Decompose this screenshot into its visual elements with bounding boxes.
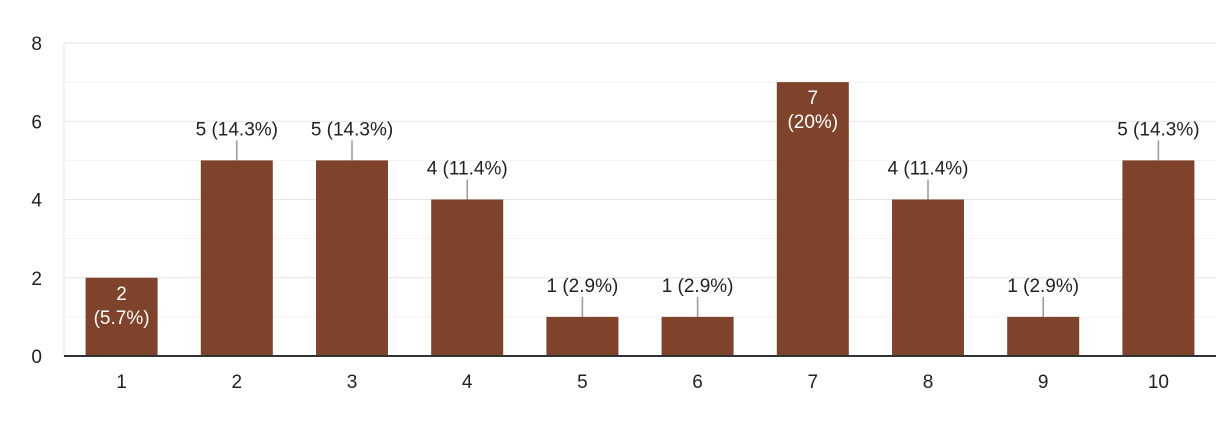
y-tick-label: 0 (31, 347, 42, 368)
axis-layer: 0 2 4 6 8 1 2 3 4 5 6 7 8 9 10 (31, 34, 1216, 393)
bar (431, 199, 504, 356)
data-label: 4 (11.4%) (427, 159, 508, 180)
x-tick-label: 7 (808, 372, 819, 393)
x-tick-label: 10 (1148, 372, 1169, 393)
y-tick-label: 8 (31, 34, 42, 55)
data-label: 4 (11.4%) (888, 159, 969, 180)
data-label: 5 (14.3%) (311, 119, 393, 140)
x-tick-label: 8 (923, 372, 934, 393)
y-tick-label: 4 (31, 191, 42, 212)
data-label: (20%) (787, 112, 838, 133)
data-label: 7 (808, 88, 819, 109)
bar (661, 316, 734, 356)
x-tick-label: 4 (462, 372, 473, 393)
bar (316, 160, 388, 356)
y-tick-label: 6 (31, 112, 42, 133)
x-tick-label: 3 (347, 372, 358, 393)
x-tick-label: 6 (692, 372, 703, 393)
x-tick-label: 9 (1038, 372, 1049, 393)
bar (1122, 160, 1195, 356)
data-label: 1 (2.9%) (662, 276, 734, 297)
y-tick-label: 2 (31, 269, 42, 290)
bar (546, 316, 619, 356)
data-label: 5 (14.3%) (1117, 119, 1199, 140)
label-layer: 2 (5.7%) 5 (14.3%) 5 (14.3%) 4 (11.4%) 1 (2.9… (94, 88, 1200, 329)
data-label: 2 (116, 284, 127, 305)
x-tick-label: 5 (577, 372, 588, 393)
data-label: 1 (2.9%) (1007, 276, 1079, 297)
data-label: 5 (14.3%) (196, 119, 278, 140)
x-tick-label: 1 (116, 372, 127, 393)
x-tick-label: 2 (232, 372, 243, 393)
bar-layer (85, 82, 1195, 356)
data-label: 1 (2.9%) (546, 276, 618, 297)
bar (892, 199, 964, 356)
bar (85, 277, 158, 356)
bar (200, 160, 273, 356)
data-label: (5.7%) (94, 308, 150, 329)
bar (776, 82, 849, 356)
bar (1007, 316, 1080, 356)
